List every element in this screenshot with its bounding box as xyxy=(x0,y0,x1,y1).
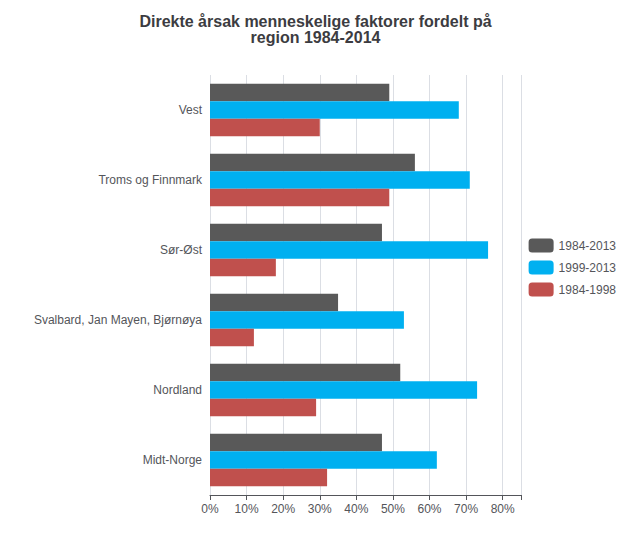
svg-text:0%: 0% xyxy=(201,502,219,516)
svg-text:Troms og Finnmark: Troms og Finnmark xyxy=(98,173,203,187)
svg-text:10%: 10% xyxy=(235,502,259,516)
svg-text:1984-1998: 1984-1998 xyxy=(559,283,617,297)
svg-text:60%: 60% xyxy=(418,502,442,516)
svg-text:70%: 70% xyxy=(454,502,478,516)
svg-text:Svalbard, Jan Mayen, Bjørnøya: Svalbard, Jan Mayen, Bjørnøya xyxy=(34,313,202,327)
svg-text:region 1984-2014: region 1984-2014 xyxy=(251,29,381,46)
svg-text:1999-2013: 1999-2013 xyxy=(559,261,617,275)
svg-text:1984-2013: 1984-2013 xyxy=(559,239,617,253)
svg-text:50%: 50% xyxy=(381,502,405,516)
svg-text:40%: 40% xyxy=(344,502,368,516)
svg-text:Direkte årsak menneskelige fak: Direkte årsak menneskelige faktorer ford… xyxy=(139,13,491,30)
svg-text:80%: 80% xyxy=(491,502,515,516)
svg-text:30%: 30% xyxy=(308,502,332,516)
svg-text:Sør-Øst: Sør-Øst xyxy=(160,243,203,257)
svg-text:Midt-Norge: Midt-Norge xyxy=(143,453,203,467)
svg-text:20%: 20% xyxy=(271,502,295,516)
svg-text:Nordland: Nordland xyxy=(153,383,202,397)
svg-text:Vest: Vest xyxy=(179,103,203,117)
